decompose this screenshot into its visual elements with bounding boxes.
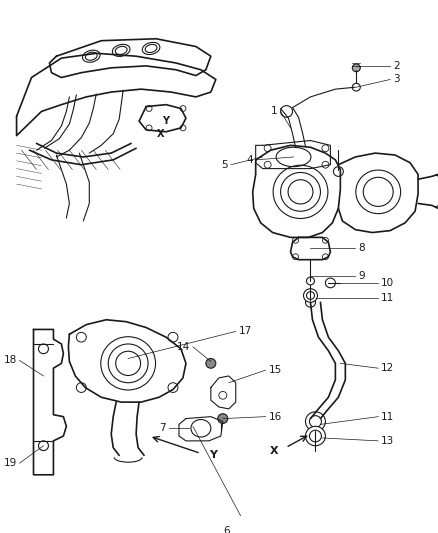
Text: 16: 16 [268, 411, 282, 422]
Text: 15: 15 [268, 365, 282, 375]
Text: 10: 10 [381, 278, 394, 288]
Circle shape [352, 64, 360, 72]
Text: 12: 12 [381, 363, 395, 373]
Text: 18: 18 [4, 356, 17, 366]
Circle shape [293, 254, 299, 260]
Circle shape [307, 292, 314, 300]
Circle shape [39, 441, 49, 450]
Circle shape [325, 278, 336, 288]
Circle shape [180, 125, 186, 131]
Circle shape [310, 430, 321, 442]
Circle shape [39, 344, 49, 354]
Text: Y: Y [162, 116, 170, 126]
Circle shape [219, 391, 227, 399]
Circle shape [305, 297, 315, 307]
Circle shape [322, 254, 328, 260]
Circle shape [76, 383, 86, 392]
Text: X: X [157, 128, 165, 139]
Text: 11: 11 [381, 411, 395, 422]
Text: 19: 19 [4, 458, 17, 468]
Circle shape [281, 106, 293, 117]
Circle shape [293, 237, 299, 243]
Text: 5: 5 [221, 160, 228, 169]
Circle shape [146, 106, 152, 111]
Text: 3: 3 [393, 75, 400, 84]
Text: Y: Y [209, 450, 217, 461]
Circle shape [76, 333, 86, 342]
Circle shape [322, 145, 329, 152]
Text: 17: 17 [239, 326, 252, 336]
Circle shape [333, 167, 343, 176]
Circle shape [180, 106, 186, 111]
Circle shape [322, 237, 328, 243]
Circle shape [310, 416, 321, 427]
Text: 7: 7 [159, 423, 166, 433]
Circle shape [322, 161, 329, 168]
Text: X: X [270, 446, 279, 456]
Circle shape [264, 161, 271, 168]
Circle shape [352, 83, 360, 91]
Circle shape [246, 526, 256, 533]
Text: 8: 8 [358, 243, 365, 253]
Text: 4: 4 [246, 155, 253, 165]
Text: 6: 6 [223, 526, 230, 533]
Circle shape [168, 383, 178, 392]
Circle shape [168, 333, 178, 342]
Text: 14: 14 [177, 342, 190, 352]
Circle shape [264, 145, 271, 152]
Circle shape [305, 412, 325, 431]
Text: 9: 9 [358, 271, 365, 281]
Circle shape [206, 359, 216, 368]
Text: 11: 11 [381, 294, 395, 303]
Circle shape [307, 277, 314, 285]
Circle shape [304, 289, 318, 302]
Circle shape [305, 426, 325, 446]
Text: 2: 2 [393, 61, 400, 71]
Text: 1: 1 [271, 107, 278, 116]
Text: 13: 13 [381, 436, 395, 446]
Circle shape [218, 414, 228, 423]
Circle shape [146, 125, 152, 131]
